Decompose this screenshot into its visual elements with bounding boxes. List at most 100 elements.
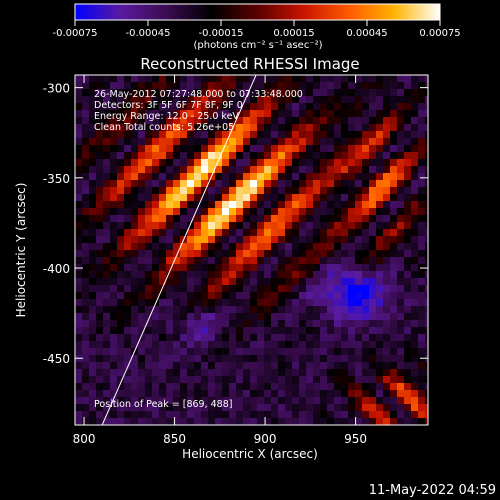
heatmap-cell — [320, 124, 328, 132]
heatmap-cell — [236, 292, 244, 300]
heatmap-cell — [208, 327, 216, 335]
heatmap-cell — [383, 138, 391, 146]
heatmap-cell — [404, 96, 412, 104]
heatmap-cell — [383, 75, 391, 83]
heatmap-cell — [194, 362, 202, 370]
heatmap-cell — [411, 236, 419, 244]
heatmap-cell — [425, 215, 428, 223]
heatmap-cell — [215, 327, 223, 335]
heatmap-cell — [117, 341, 125, 349]
heatmap-cell — [180, 257, 188, 265]
heatmap-cell — [222, 187, 230, 195]
heatmap-cell — [362, 320, 370, 328]
heatmap-cell — [411, 306, 419, 314]
heatmap-cell — [341, 250, 349, 258]
heatmap-cell — [159, 201, 167, 209]
heatmap-cell — [369, 376, 377, 384]
heatmap-cell — [292, 103, 300, 111]
heatmap-cell — [117, 222, 125, 230]
heatmap-cell — [383, 250, 391, 258]
heatmap-cell — [124, 145, 132, 153]
heatmap-cell — [89, 383, 97, 391]
heatmap-cell — [397, 82, 405, 90]
heatmap-cell — [292, 194, 300, 202]
heatmap-cell — [131, 152, 139, 160]
heatmap-cell — [173, 250, 181, 258]
heatmap-cell — [390, 208, 398, 216]
heatmap-cell — [166, 285, 174, 293]
heatmap-cell — [208, 208, 216, 216]
heatmap-cell — [145, 103, 153, 111]
heatmap-cell — [103, 215, 111, 223]
heatmap-cell — [103, 250, 111, 258]
heatmap-cell — [285, 82, 293, 90]
heatmap-cell — [264, 271, 272, 279]
heatmap-cell — [278, 229, 286, 237]
heatmap-cell — [306, 369, 314, 377]
heatmap-cell — [362, 362, 370, 370]
heatmap-cell — [390, 355, 398, 363]
heatmap-cell — [299, 138, 307, 146]
heatmap-cell — [320, 404, 328, 412]
heatmap-cell — [215, 96, 223, 104]
heatmap-cell — [425, 131, 428, 139]
heatmap-cell — [124, 383, 132, 391]
heatmap-cell — [96, 264, 104, 272]
heatmap-cell — [82, 257, 90, 265]
footer-timestamp: 11-May-2022 04:59 — [369, 483, 496, 498]
heatmap-cell — [425, 334, 428, 342]
heatmap-cell — [75, 299, 83, 307]
heatmap-cell — [404, 194, 412, 202]
heatmap-cell — [411, 131, 419, 139]
heatmap-cell — [180, 278, 188, 286]
heatmap-cell — [152, 75, 160, 83]
heatmap-cell — [236, 166, 244, 174]
heatmap-cell — [313, 110, 321, 118]
heatmap-cell — [201, 299, 209, 307]
heatmap-cell — [250, 96, 258, 104]
heatmap-cell — [187, 103, 195, 111]
heatmap-cell — [229, 264, 237, 272]
heatmap-cell — [215, 173, 223, 181]
heatmap-cell — [159, 103, 167, 111]
heatmap-cell — [369, 341, 377, 349]
heatmap-cell — [404, 236, 412, 244]
heatmap-cell — [320, 264, 328, 272]
heatmap-cell — [313, 145, 321, 153]
heatmap-cell — [250, 152, 258, 160]
heatmap-cell — [173, 75, 181, 83]
heatmap-cell — [110, 124, 118, 132]
heatmap-cell — [236, 411, 244, 419]
heatmap-cell — [208, 376, 216, 384]
heatmap-cell — [194, 327, 202, 335]
heatmap-cell — [110, 75, 118, 83]
heatmap-cell — [369, 82, 377, 90]
heatmap-cell — [103, 348, 111, 356]
heatmap-cell — [299, 264, 307, 272]
heatmap-cell — [117, 82, 125, 90]
heatmap-cell — [187, 334, 195, 342]
heatmap-cell — [159, 341, 167, 349]
heatmap-cell — [418, 306, 426, 314]
heatmap-cell — [152, 89, 160, 97]
heatmap-cell — [327, 299, 335, 307]
heatmap-cell — [208, 362, 216, 370]
heatmap-cell — [285, 397, 293, 405]
heatmap-cell — [138, 355, 146, 363]
heatmap-cell — [369, 194, 377, 202]
heatmap-cell — [82, 131, 90, 139]
heatmap-cell — [285, 327, 293, 335]
heatmap-cell — [327, 194, 335, 202]
heatmap-cell — [75, 250, 83, 258]
heatmap-cell — [187, 159, 195, 167]
heatmap-cell — [411, 383, 419, 391]
heatmap-cell — [397, 96, 405, 104]
heatmap-cell — [138, 96, 146, 104]
heatmap-cell — [390, 376, 398, 384]
heatmap-cell — [82, 229, 90, 237]
heatmap-cell — [411, 362, 419, 370]
heatmap-cell — [124, 397, 132, 405]
heatmap-cell — [390, 285, 398, 293]
heatmap-cell — [229, 250, 237, 258]
heatmap-cell — [236, 152, 244, 160]
